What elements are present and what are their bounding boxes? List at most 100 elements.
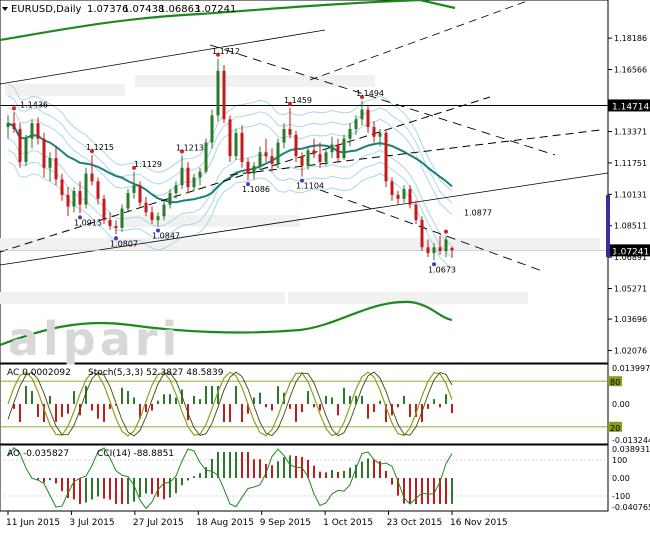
price-annotation: 1.1213 [176, 144, 204, 153]
candle-body [396, 194, 400, 199]
candle-body [450, 247, 454, 251]
background-band [5, 84, 125, 96]
ac-panel-frame [0, 363, 609, 445]
price-annotation: 1.1494 [356, 89, 384, 98]
candle-body [150, 212, 154, 221]
candle-body [366, 109, 370, 128]
candle-body [414, 204, 418, 221]
band-line [7, 138, 453, 246]
candle-body [372, 127, 376, 137]
candle-body [330, 144, 334, 153]
price-tick-label: 1.16566 [614, 66, 647, 75]
ao-axis-label: 0.00 [612, 474, 630, 483]
trendline-lower-channel [0, 172, 609, 266]
candle-body [30, 123, 34, 139]
candle-body [102, 198, 106, 221]
background-band [135, 75, 375, 87]
candle-body [348, 128, 352, 139]
price-tick-label: 1.13371 [614, 127, 647, 136]
candle-body [66, 194, 70, 207]
candle-body [318, 154, 322, 162]
watermark: alpari [8, 312, 181, 366]
candle-body [222, 70, 226, 120]
candle-body [444, 239, 448, 252]
fractal-marker [132, 165, 136, 170]
fractal-marker [444, 229, 448, 234]
price-annotation: 1.0915 [74, 218, 102, 227]
candle-body [204, 142, 208, 172]
ac-axis-label: 0.00 [612, 400, 630, 409]
ao-panel-frame [0, 444, 609, 512]
fractal-marker [288, 101, 292, 106]
fractal-marker [78, 215, 82, 220]
candle-body [240, 132, 244, 162]
candle-body [216, 70, 220, 116]
candle-body [6, 123, 10, 128]
dashed-resistance [209, 44, 556, 156]
candle-body [72, 191, 76, 207]
band-line [7, 83, 453, 192]
candle-body [432, 247, 436, 254]
candle-body [246, 161, 250, 174]
price-tick-label: 1.11751 [614, 159, 647, 168]
dashed-mid [229, 129, 601, 176]
candle-body [96, 181, 100, 199]
candle-body [270, 156, 274, 164]
dashed-down [319, 189, 546, 273]
background-band [288, 292, 528, 304]
header-dropdown-icon[interactable] [2, 7, 8, 11]
candle-body [156, 216, 160, 221]
candle-body [186, 167, 190, 188]
ao-axis-label: 0.038931 [612, 445, 650, 454]
candle-body [420, 220, 424, 248]
stoch-level-tag: 20 [610, 424, 620, 433]
price-tick-label: 1.08511 [614, 222, 647, 231]
price-tick-label: 1.03696 [614, 315, 647, 324]
ao-axis-label: -0.040765 [612, 503, 650, 512]
candle-body [342, 138, 346, 159]
cci-label: CCI(14) -88.8851 [97, 449, 174, 459]
fractal-marker [432, 262, 436, 267]
candle-body [162, 204, 166, 217]
candle-body [48, 158, 52, 168]
price-annotation: 1.0807 [110, 239, 138, 248]
x-axis-label: 9 Sep 2015 [260, 518, 311, 528]
price-tick-label: 1.06891 [614, 253, 647, 262]
price-tag: 1.07241 [612, 247, 649, 257]
background-band [0, 292, 285, 304]
dashed-support [0, 96, 491, 253]
candle-body [264, 152, 268, 157]
price-annotation: 1.1129 [134, 160, 162, 169]
candle-body [282, 128, 286, 143]
band-line [7, 149, 453, 258]
teal-moving-average [7, 122, 453, 204]
fractal-marker [90, 149, 94, 154]
candle-body [114, 225, 118, 228]
price-annotation: 1.0673 [428, 265, 456, 274]
fractal-marker [216, 52, 220, 57]
candle-body [402, 189, 406, 199]
price-annotation: 1.1104 [296, 182, 324, 191]
fractal-marker [360, 95, 364, 100]
x-axis-label: 27 Jul 2015 [133, 518, 184, 528]
price-tag-bg [608, 244, 650, 257]
candle-body [408, 189, 412, 205]
price-annotation: 1.1436 [20, 100, 48, 109]
candle-body [174, 185, 178, 193]
candle-body [144, 202, 148, 213]
candle-body [228, 119, 232, 157]
candle-body [276, 142, 280, 164]
candle-body [24, 138, 28, 162]
price-annotation: 1.1086 [242, 185, 270, 194]
fractal-marker [114, 236, 118, 241]
x-axis-label: 3 Jul 2015 [69, 518, 114, 528]
background-band [0, 238, 600, 250]
fractal-marker [300, 178, 304, 183]
x-axis-label: 23 Oct 2015 [387, 518, 443, 528]
candle-body [198, 171, 202, 178]
price-annotation: 1.0877 [464, 209, 492, 218]
stoch-level-tag-bg [608, 421, 622, 432]
candle-body [126, 192, 130, 209]
candle-body [180, 167, 184, 186]
